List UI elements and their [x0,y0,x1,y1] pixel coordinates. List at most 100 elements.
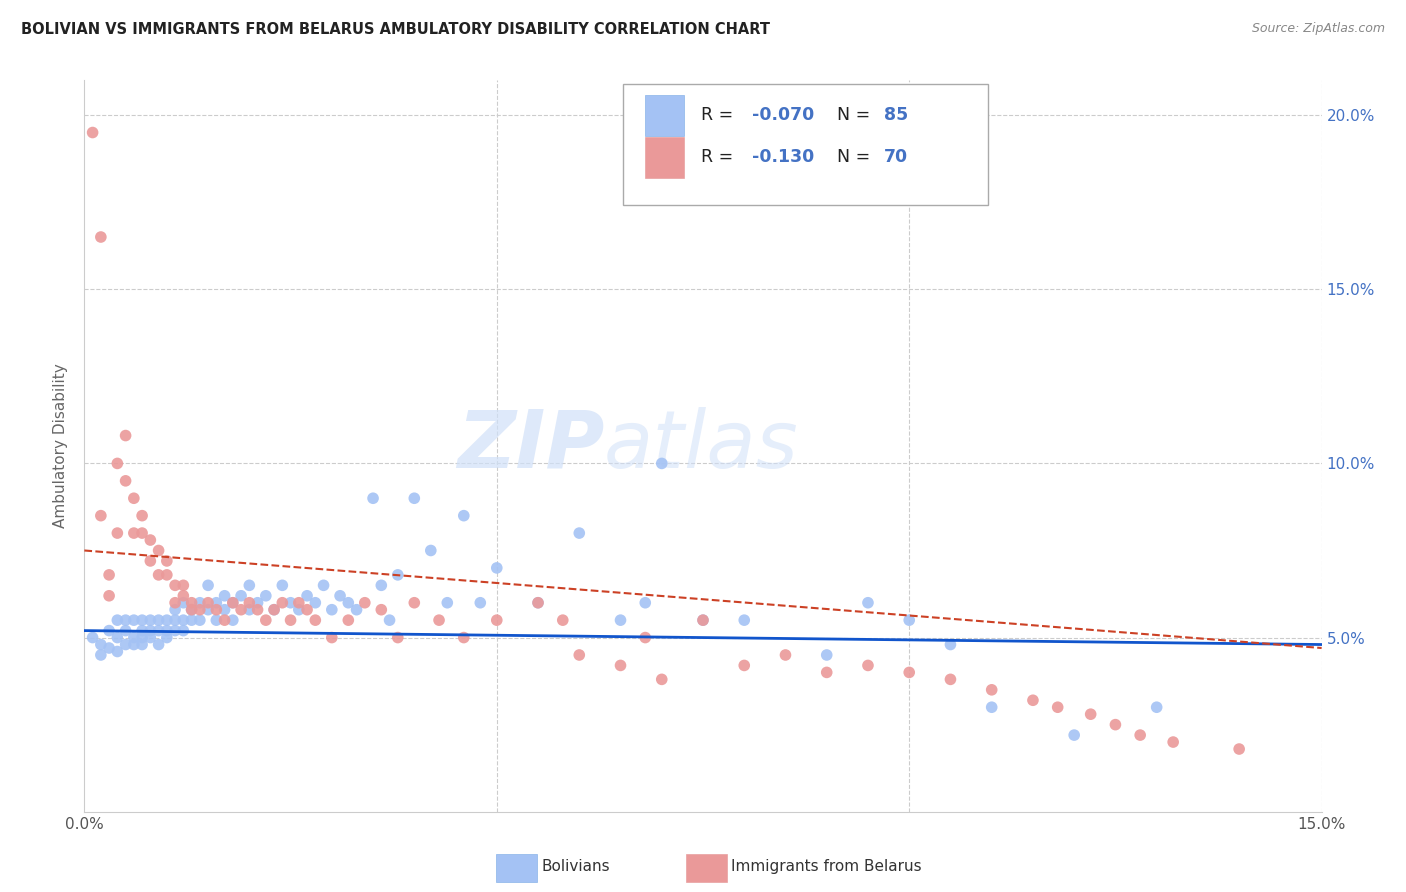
Text: Source: ZipAtlas.com: Source: ZipAtlas.com [1251,22,1385,36]
Point [634,596,657,610]
Point [139,533,162,547]
Text: R =: R = [700,106,738,124]
Point [172,624,194,638]
Point [295,589,318,603]
Point [222,596,245,610]
Point [1129,728,1152,742]
Point [238,603,260,617]
FancyBboxPatch shape [645,136,685,178]
Point [321,603,343,617]
Text: R =: R = [700,148,738,166]
Point [692,613,714,627]
Point [229,589,252,603]
Point [427,613,450,627]
Point [122,526,145,541]
Text: -0.070: -0.070 [752,106,814,124]
Point [568,526,591,541]
Point [856,596,879,610]
Point [82,631,104,645]
Point [404,491,426,506]
Point [139,624,162,638]
Point [980,700,1002,714]
Text: ZIP: ZIP [457,407,605,485]
Point [139,554,162,568]
Point [775,648,797,662]
Point [131,631,153,645]
Point [692,613,714,627]
Point [939,673,962,687]
Point [114,474,136,488]
Text: N =: N = [837,106,876,124]
Point [609,658,631,673]
Point [733,658,755,673]
Point [188,603,211,617]
Point [1063,728,1085,742]
Point [361,491,384,506]
Point [856,658,879,673]
Point [114,624,136,638]
Point [105,644,128,658]
Point [172,578,194,592]
Point [148,543,170,558]
Point [131,526,153,541]
Point [90,230,112,244]
Point [329,589,352,603]
Point [353,596,375,610]
Point [337,596,360,610]
Point [180,603,202,617]
Point [238,596,260,610]
Y-axis label: Ambulatory Disability: Ambulatory Disability [53,364,69,528]
Point [485,561,508,575]
Point [651,673,673,687]
Point [898,613,921,627]
Point [1080,707,1102,722]
Point [165,603,187,617]
Point [288,596,311,610]
Point [815,648,838,662]
Point [180,596,202,610]
Point [148,624,170,638]
Point [197,603,219,617]
Point [156,613,179,627]
Point [304,613,326,627]
Point [139,631,162,645]
Point [419,543,441,558]
Point [527,596,550,610]
Point [1046,700,1069,714]
Point [114,428,136,442]
Point [246,603,269,617]
Point [205,613,228,627]
Point [378,613,401,627]
Text: N =: N = [837,148,876,166]
Point [312,578,335,592]
Point [114,638,136,652]
Point [453,631,475,645]
Point [156,624,179,638]
Point [295,603,318,617]
FancyBboxPatch shape [645,95,685,136]
Point [436,596,458,610]
Point [387,567,409,582]
Point [551,613,574,627]
Point [172,596,194,610]
Point [148,638,170,652]
Point [172,613,194,627]
Point [148,613,170,627]
Point [214,603,236,617]
Point [98,589,121,603]
Point [271,578,294,592]
Point [148,567,170,582]
Point [470,596,492,610]
Point [898,665,921,680]
Point [222,596,245,610]
Point [1227,742,1250,756]
Point [90,638,112,652]
Point [131,638,153,652]
Point [370,603,392,617]
Point [188,613,211,627]
Point [387,631,409,645]
Point [105,457,128,471]
Point [82,126,104,140]
Point [105,526,128,541]
Point [197,578,219,592]
